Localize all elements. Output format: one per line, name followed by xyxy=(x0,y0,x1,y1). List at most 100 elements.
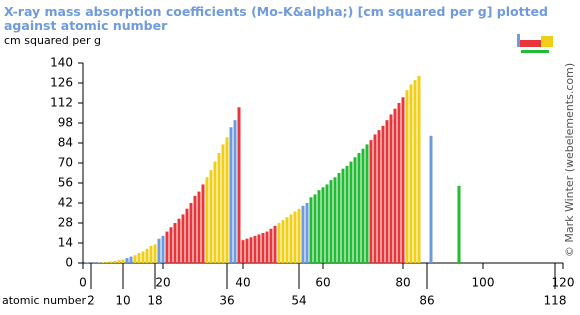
bar xyxy=(85,262,89,263)
bar xyxy=(161,235,165,263)
bar xyxy=(165,231,169,263)
x-tick-label: 100 xyxy=(472,276,495,290)
x-tick-label: 120 xyxy=(552,276,575,290)
y-tick-label: 84 xyxy=(58,136,73,150)
bar xyxy=(357,153,361,263)
x-tick-label-bottom: 54 xyxy=(291,294,306,308)
bar xyxy=(169,227,173,263)
bar xyxy=(389,114,393,263)
bar xyxy=(353,157,357,263)
bar xyxy=(117,260,121,263)
bar xyxy=(349,161,353,263)
bar xyxy=(313,194,317,263)
bar xyxy=(393,108,397,263)
bar xyxy=(265,231,269,263)
bar xyxy=(173,223,177,263)
bar xyxy=(413,80,417,264)
bar xyxy=(141,251,145,263)
bar xyxy=(201,184,205,263)
y-tick-label: 0 xyxy=(65,256,73,270)
bar xyxy=(373,134,377,263)
bar xyxy=(225,137,229,263)
bar xyxy=(185,208,189,263)
bar xyxy=(221,144,225,263)
bar xyxy=(113,260,117,263)
bar xyxy=(361,148,365,263)
bar xyxy=(285,217,289,263)
bar xyxy=(277,223,281,263)
bar xyxy=(377,130,381,263)
bar xyxy=(289,214,293,263)
x-tick-label: 20 xyxy=(155,276,170,290)
bar xyxy=(329,180,333,263)
x-tick-label-bottom: 118 xyxy=(544,294,567,308)
bar xyxy=(257,234,261,263)
bar xyxy=(381,125,385,263)
bar xyxy=(213,161,217,263)
bar xyxy=(125,258,129,263)
x-tick-label-bottom: 10 xyxy=(115,294,130,308)
bar xyxy=(405,90,409,264)
bar xyxy=(149,245,153,263)
x-tick-label: 0 xyxy=(79,276,87,290)
bar xyxy=(457,185,461,263)
bar xyxy=(101,262,105,263)
bar xyxy=(269,228,273,263)
bar xyxy=(193,195,197,263)
bar xyxy=(309,197,313,263)
bar xyxy=(333,177,337,263)
bar xyxy=(245,238,249,263)
bar xyxy=(189,203,193,263)
bar xyxy=(229,127,233,264)
bar xyxy=(341,168,345,263)
bar xyxy=(121,259,125,263)
bar xyxy=(297,208,301,263)
y-tick-label: 70 xyxy=(58,156,73,170)
bar xyxy=(217,153,221,263)
bar xyxy=(249,237,253,263)
x-tick-label: 40 xyxy=(235,276,250,290)
bar xyxy=(397,103,401,263)
credit: © Mark Winter (webelements.com) xyxy=(563,63,576,257)
bar xyxy=(233,120,237,264)
x-tick-label-bottom: 86 xyxy=(419,294,434,308)
bar xyxy=(325,184,329,263)
bar xyxy=(409,84,413,263)
bar xyxy=(241,240,245,263)
bar xyxy=(273,225,277,263)
bar xyxy=(145,248,149,263)
bar xyxy=(305,203,309,263)
y-tick-label: 140 xyxy=(50,56,73,70)
bar xyxy=(157,238,161,263)
y-tick-label: 42 xyxy=(58,196,73,210)
x-axis-label: atomic number xyxy=(2,294,87,307)
bar xyxy=(345,165,349,263)
bar xyxy=(153,244,157,263)
bar xyxy=(105,262,109,263)
bar xyxy=(429,135,433,263)
x-tick-label: 60 xyxy=(315,276,330,290)
y-tick-label: 126 xyxy=(50,76,73,90)
bar xyxy=(293,211,297,263)
bar xyxy=(133,255,137,263)
y-axis-label: cm squared per g xyxy=(4,34,101,47)
bar xyxy=(401,97,405,264)
y-tick-label: 28 xyxy=(58,216,73,230)
bar xyxy=(253,235,257,263)
bar xyxy=(129,256,133,263)
y-tick-label: 14 xyxy=(58,236,73,250)
bar xyxy=(385,120,389,264)
chart-title: X-ray mass absorption coefficients (Mo-K… xyxy=(4,4,548,33)
bar xyxy=(205,177,209,263)
bar xyxy=(337,173,341,263)
bar xyxy=(181,214,185,263)
bar xyxy=(197,191,201,263)
bar xyxy=(281,220,285,263)
y-tick-label: 56 xyxy=(58,176,73,190)
x-tick-label-bottom: 18 xyxy=(147,294,162,308)
bar xyxy=(177,218,181,263)
y-tick-label: 112 xyxy=(50,96,73,110)
bar xyxy=(109,261,113,263)
bar xyxy=(365,144,369,263)
